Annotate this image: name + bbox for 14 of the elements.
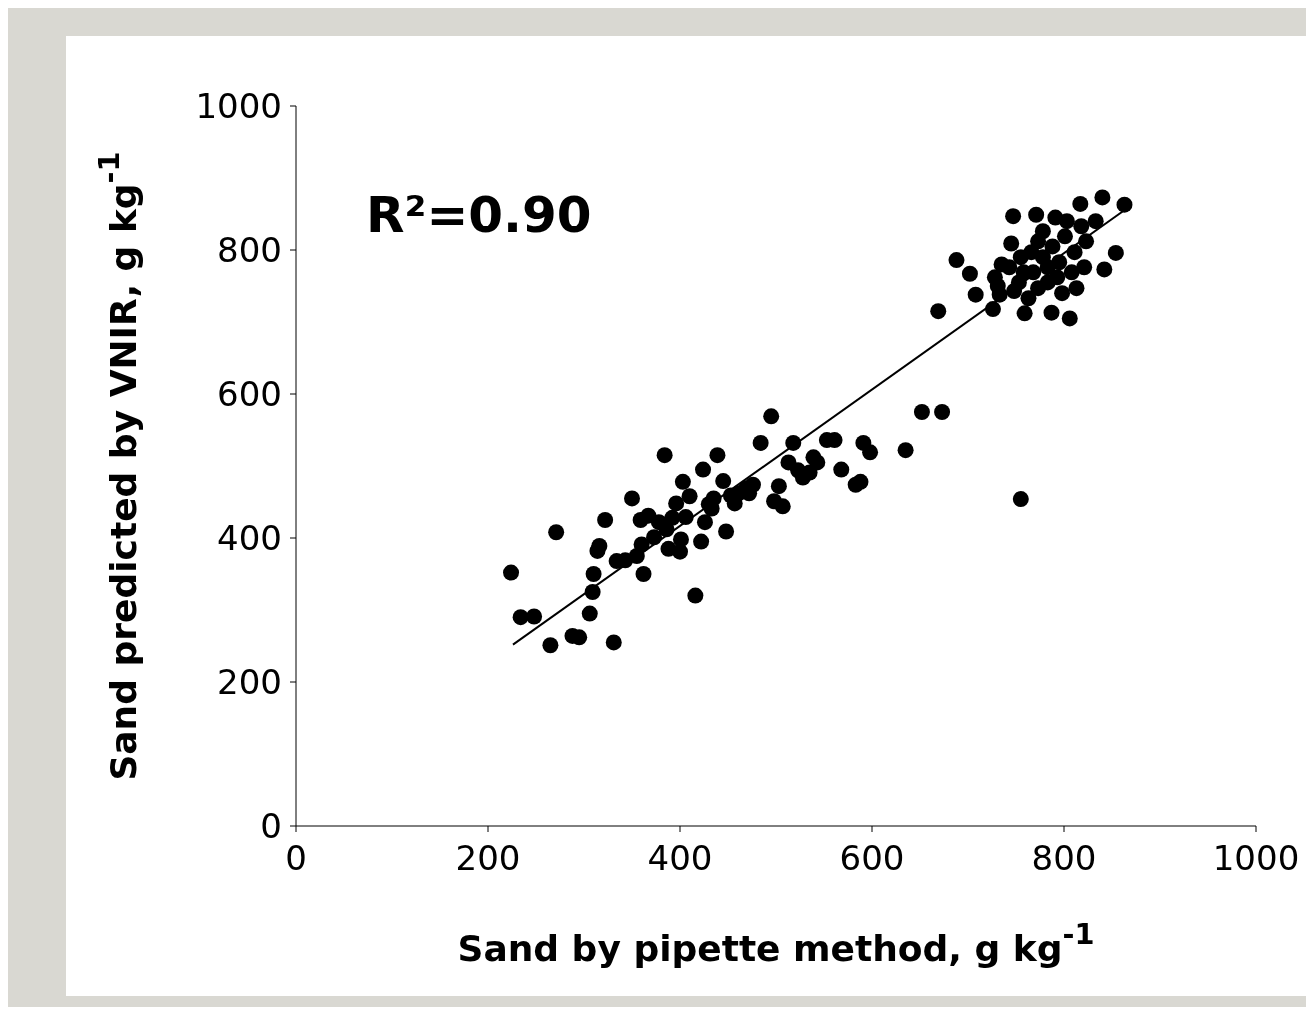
annotation: R²=0.90 bbox=[366, 186, 592, 244]
x-tick-label: 0 bbox=[285, 838, 307, 879]
x-tick-label: 200 bbox=[455, 838, 521, 879]
y-tick-label: 200 bbox=[217, 662, 282, 703]
x-tick-label: 1000 bbox=[1212, 838, 1300, 879]
y-tick-label: 1000 bbox=[195, 86, 282, 127]
y-tick-label: 400 bbox=[217, 518, 282, 559]
x-tick-label: 400 bbox=[647, 838, 713, 879]
y-tick-label: 0 bbox=[260, 806, 282, 847]
y-tick-label: 800 bbox=[217, 230, 282, 271]
y-tick-label: 600 bbox=[217, 374, 282, 415]
x-axis-title: Sand by pipette method, g kg$^{-1}$ bbox=[457, 917, 1095, 969]
x-tick-label: 600 bbox=[839, 838, 905, 879]
x-tick-label: 800 bbox=[1031, 838, 1097, 879]
